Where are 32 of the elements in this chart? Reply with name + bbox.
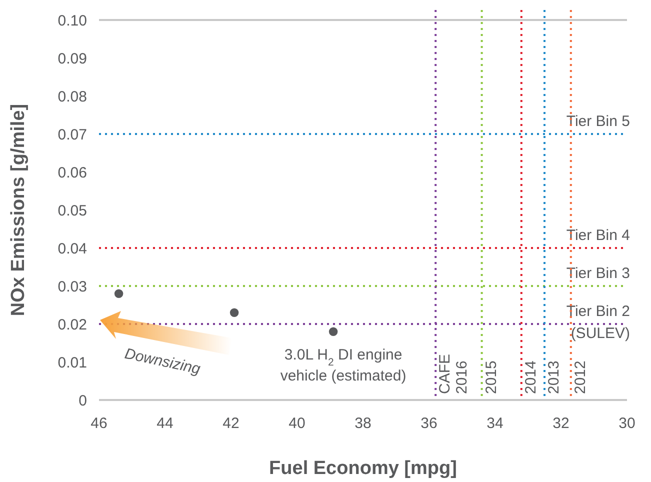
ref-line-label: Tier Bin 2 (SULEV): [566, 303, 630, 342]
y-tick-label: 0.06: [58, 164, 87, 182]
y-tick-label: 0.08: [58, 88, 87, 106]
x-tick-label: 46: [90, 415, 108, 432]
x-tick-label: 44: [156, 415, 174, 432]
y-tick-label: 0.02: [58, 316, 87, 334]
annotation: 2013: [546, 360, 562, 394]
ref-line-label: CAFE 2016: [436, 354, 471, 394]
point: [114, 289, 124, 298]
x-tick-label: 30: [618, 415, 636, 432]
annotation: 3.0L H$_{2}$ DI engine vehicle (estimated): [280, 346, 406, 385]
annotation: 2015: [482, 360, 500, 394]
y-tick-label: 0.09: [58, 50, 87, 68]
y-tick-label: 0.10: [58, 12, 87, 30]
y-tick-label: 0.01: [58, 354, 87, 372]
point: [230, 308, 239, 317]
x-tick-label: 34: [486, 415, 504, 432]
x-axis-title: Fuel Economy [mpg]: [269, 458, 457, 479]
y-tick-label: 0.07: [58, 126, 87, 144]
x-tick-label: 32: [552, 415, 570, 432]
y-tick-label: 0.04: [58, 240, 87, 258]
y-axis-title: NOx Emissions [g/mile]: [8, 104, 29, 316]
x-tick-label: 38: [354, 415, 372, 432]
annotation: 2012: [572, 360, 589, 394]
y-tick-label: 0.05: [58, 202, 87, 220]
x-tick-label: 36: [420, 415, 438, 432]
point: [328, 327, 338, 336]
x-tick-label: 42: [222, 415, 240, 432]
y-tick-label: 0: [78, 392, 87, 410]
annotation: 2014: [522, 360, 540, 394]
y-tick-label: 0.03: [58, 278, 87, 296]
x-tick-label: 40: [288, 415, 306, 432]
